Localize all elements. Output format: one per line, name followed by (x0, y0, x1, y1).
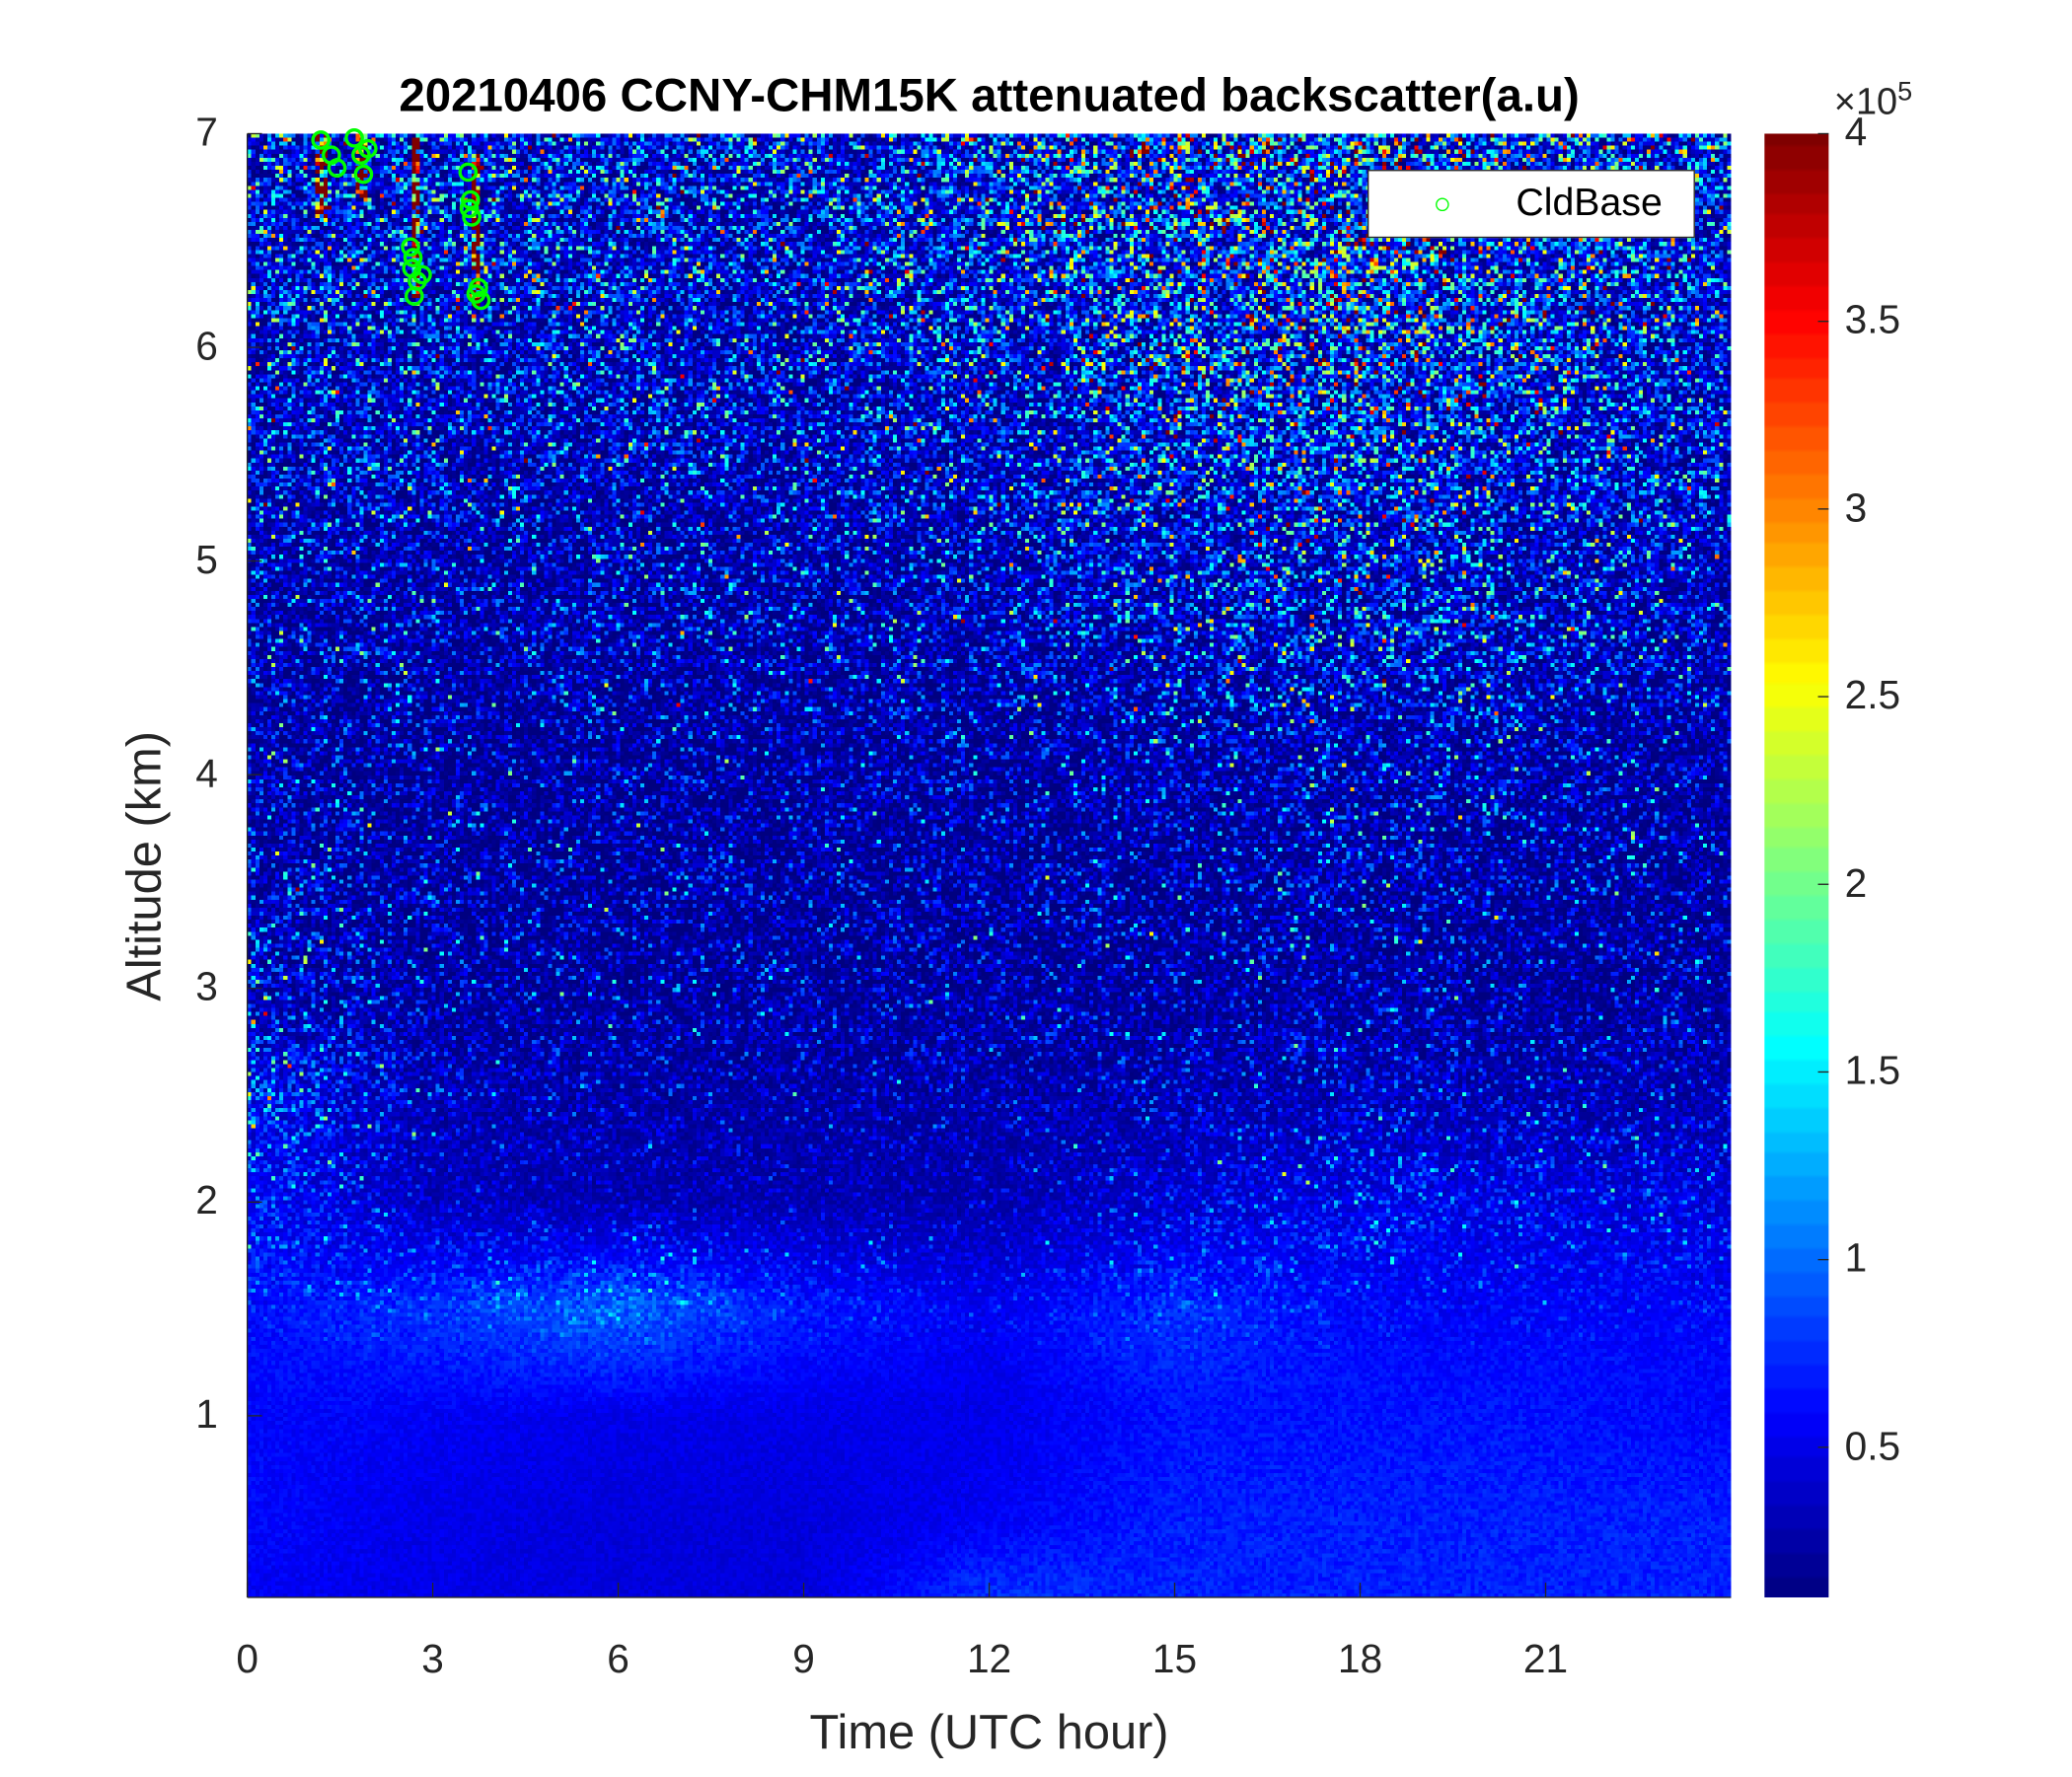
cldbase-point (404, 286, 424, 306)
x-tick-label: 21 (1522, 1637, 1569, 1682)
colorbar-tick-label: 2.5 (1844, 674, 1901, 718)
colorbar-tick-label: 3 (1844, 485, 1868, 531)
backscatter-heatmap (247, 133, 1732, 1597)
x-tick-label: 9 (792, 1637, 815, 1682)
y-tick-label: 1 (195, 1392, 218, 1438)
y-axis-label: Altitude (km) (115, 731, 172, 1001)
cldbase-point (327, 158, 347, 178)
cldbase-point (403, 248, 423, 267)
cldbase-point (412, 264, 432, 285)
x-tick-label: 3 (421, 1637, 444, 1682)
x-tick-label: 12 (966, 1637, 1012, 1682)
colorbar-tick-label: 3.5 (1844, 298, 1901, 343)
legend-marker-circle-icon (1436, 197, 1449, 212)
colorbar-tick-label: 0.5 (1844, 1424, 1901, 1469)
colorbar-tick-label: 4 (1844, 111, 1868, 156)
y-tick-label: 7 (195, 111, 218, 156)
y-tick-label: 6 (195, 325, 218, 369)
cldbase-point (353, 164, 374, 185)
x-axis-label: Time (UTC hour) (809, 1704, 1169, 1759)
chart-title: 20210406 CCNY-CHM15K attenuated backscat… (399, 69, 1580, 122)
x-tick-label: 15 (1151, 1637, 1198, 1682)
cldbase-point (401, 237, 420, 258)
legend-entry-cldbase: CldBase (1516, 182, 1663, 225)
colorbar-exponent: ×105 (1834, 78, 1912, 124)
colorbar (1764, 133, 1829, 1597)
y-tick-label: 3 (195, 965, 218, 1010)
y-tick-label: 4 (195, 752, 218, 796)
y-tick-label: 5 (195, 538, 218, 583)
x-tick-label: 18 (1337, 1637, 1383, 1682)
x-tick-label: 0 (236, 1637, 259, 1682)
cldbase-point (462, 207, 481, 227)
cldbase-point (466, 284, 486, 304)
cldbase-point (459, 198, 480, 219)
cldbase-point (458, 162, 479, 183)
colorbar-tick-label: 1 (1844, 1236, 1868, 1282)
cldbase-point (358, 138, 378, 159)
colorbar-tick-label: 2 (1844, 861, 1868, 906)
colorbar-tick-label: 1.5 (1844, 1049, 1901, 1094)
legend: CldBase (1367, 170, 1695, 239)
cldbase-point (344, 127, 364, 148)
exponent-base: ×10 (1833, 80, 1898, 122)
exponent-power: 5 (1897, 77, 1913, 108)
x-tick-label: 6 (607, 1637, 629, 1682)
y-tick-label: 2 (195, 1179, 218, 1224)
cldbase-point (311, 130, 332, 150)
